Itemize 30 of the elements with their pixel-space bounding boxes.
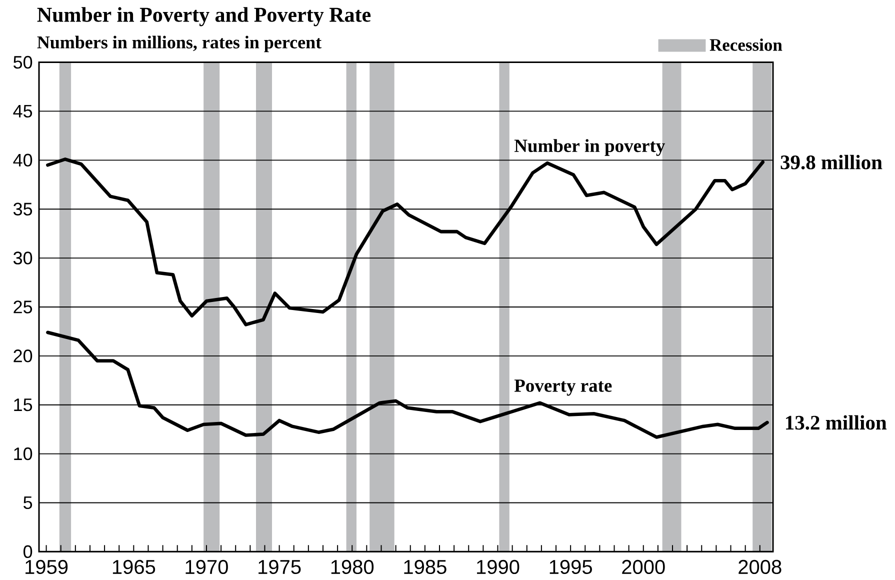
x-tick-label: 1975	[258, 560, 301, 574]
x-tick-label: 1980	[331, 560, 374, 574]
y-tick-label: 5	[24, 496, 32, 510]
chart-title: Number in Poverty and Poverty Rate	[37, 7, 371, 26]
x-tick-label: 2000	[622, 560, 665, 574]
y-tick-label: 35	[13, 202, 32, 216]
x-tick-label: 1970	[186, 560, 228, 574]
series-label: Number in poverty	[514, 139, 665, 156]
x-tick-label: 2008	[738, 560, 782, 574]
annotation: 39.8 million	[780, 154, 882, 170]
y-tick-label: 0	[24, 545, 32, 558]
y-tick-label: 10	[14, 447, 32, 460]
x-tick-label: 1990	[477, 560, 520, 574]
series-label: Poverty rate	[514, 380, 612, 396]
y-tick-label: 30	[13, 252, 32, 264]
y-tick-label: 40	[13, 154, 32, 167]
x-tick-label: 1985	[404, 560, 446, 574]
chart-subtitle: Numbers in millions, rates in percent	[37, 36, 322, 52]
y-tick-label: 15	[14, 398, 32, 412]
y-tick-label: 20	[14, 350, 32, 362]
legend-label: Recession	[710, 38, 782, 51]
y-tick-label: 45	[13, 104, 32, 118]
line-series	[46, 330, 769, 439]
y-tick-label: 50	[14, 56, 32, 69]
x-tick-label: 1959	[26, 560, 68, 574]
annotation: 13.2 million	[786, 415, 887, 430]
x-tick-label: 1965	[112, 560, 156, 574]
line-series	[46, 157, 764, 326]
x-tick-label: 1995	[550, 560, 592, 574]
y-tick-label: 25	[14, 300, 32, 314]
